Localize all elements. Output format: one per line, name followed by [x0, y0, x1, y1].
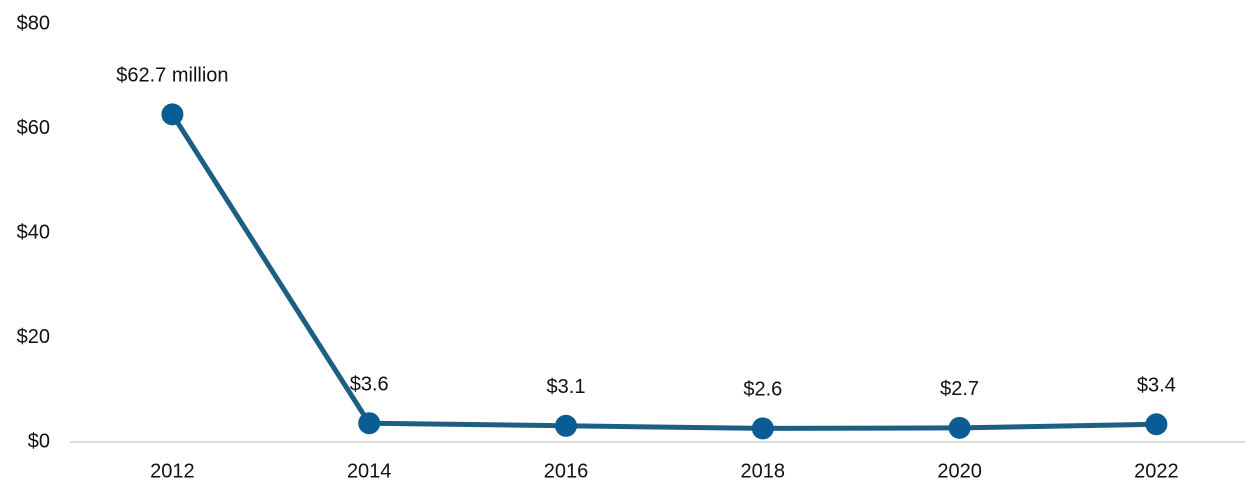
- x-tick-label: 2014: [347, 460, 392, 482]
- x-tick-label: 2018: [741, 460, 786, 482]
- data-label: $62.7 million: [116, 65, 228, 87]
- y-tick-label: $60: [17, 117, 50, 139]
- data-label: $2.7: [940, 378, 979, 400]
- data-label: $2.6: [743, 379, 782, 401]
- x-tick-label: 2012: [150, 460, 195, 482]
- data-point: [751, 417, 774, 440]
- y-tick-label: $0: [28, 430, 50, 452]
- data-label: $3.4: [1137, 375, 1176, 397]
- data-point: [948, 416, 971, 439]
- data-point: [1145, 413, 1168, 436]
- series-line: [170, 113, 1157, 431]
- data-point: [358, 412, 381, 435]
- x-tick-label: 2022: [1134, 460, 1179, 482]
- data-label: $3.6: [350, 373, 389, 395]
- data-point: [555, 414, 577, 437]
- data-point: [161, 103, 184, 126]
- y-tick-label: $40: [17, 221, 50, 243]
- y-tick-label: $80: [17, 12, 50, 34]
- x-tick-label: 2020: [937, 460, 982, 482]
- data-label: $3.1: [547, 376, 586, 398]
- x-tick-label: 2016: [544, 460, 589, 482]
- y-tick-label: $20: [17, 326, 50, 348]
